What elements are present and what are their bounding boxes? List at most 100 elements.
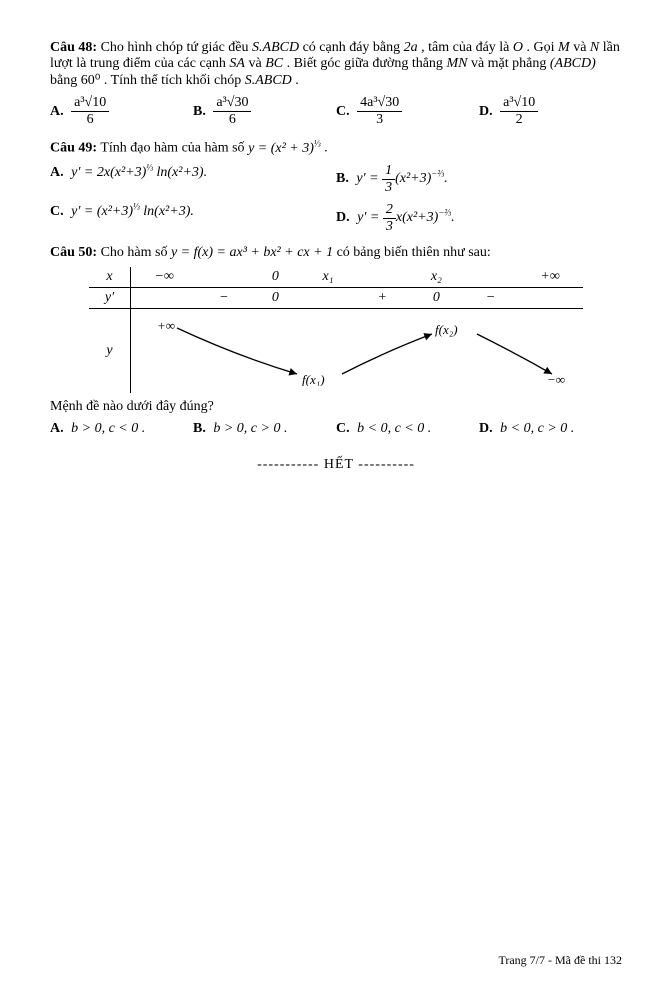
q50-mde: Mệnh đề nào dưới đây đúng? bbox=[50, 399, 622, 415]
q50-B: B. b > 0, c > 0 . bbox=[193, 421, 336, 437]
bbt-yp5: + bbox=[356, 287, 409, 308]
bbt-yp7: − bbox=[464, 287, 517, 308]
bbt-yp8 bbox=[517, 287, 583, 308]
q48-t4: . Gọi bbox=[527, 40, 559, 55]
page-footer: Trang 7/7 - Mã đề thi 132 bbox=[50, 953, 622, 968]
q50-formula: y = f(x) = ax³ + bx² + cx + 1 bbox=[171, 245, 333, 260]
q48-B: B. a³√30 6 bbox=[193, 95, 336, 128]
bbt-fx2: f(x₂) bbox=[435, 322, 458, 337]
q50-D-label: D. bbox=[479, 421, 493, 436]
bbt-x8: +∞ bbox=[517, 267, 583, 288]
q50-B-label: B. bbox=[193, 421, 206, 436]
q48-SA: SA bbox=[229, 56, 245, 71]
q48-A-label: A. bbox=[50, 104, 64, 119]
q50-D-txt: b < 0, c > 0 . bbox=[500, 421, 574, 436]
q48-t10: bằng bbox=[50, 73, 81, 88]
q48-ABCD: (ABCD) bbox=[550, 56, 596, 71]
q48-angle: 60⁰ bbox=[81, 73, 101, 88]
q48-M: M bbox=[558, 40, 570, 55]
q48-A-num: a³√10 bbox=[71, 95, 109, 112]
q48-t7: và bbox=[248, 56, 265, 71]
bbt-ybr: −∞ bbox=[547, 372, 565, 386]
bbt-ylab: y bbox=[89, 308, 131, 393]
q48-O: O bbox=[513, 40, 523, 55]
q48-C-frac: 4a³√30 3 bbox=[357, 95, 402, 128]
q50-t2: có bảng biến thiên như sau: bbox=[337, 245, 491, 260]
q49-D-label: D. bbox=[336, 210, 350, 225]
bbt-yprow: y′ − 0 + 0 − bbox=[89, 287, 583, 308]
q48-A-frac: a³√10 6 bbox=[71, 95, 109, 128]
q49-A: A. y′ = 2x(x²+3)⅓ ln(x²+3). bbox=[50, 163, 336, 196]
q49-t1: Tính đạo hàm của hàm số bbox=[100, 141, 248, 156]
bbt-x7 bbox=[464, 267, 517, 288]
q48-t11: . Tính thể tích khối chóp bbox=[104, 73, 245, 88]
q48-2a: 2a bbox=[404, 40, 418, 55]
q49-B-expr: y′ = 13(x²+3)−⅔. bbox=[356, 171, 447, 186]
q48-C: C. 4a³√30 3 bbox=[336, 95, 479, 128]
variation-table: x −∞ 0 x₁ x₂ +∞ y′ − 0 + 0 − y bbox=[89, 267, 583, 393]
q48-sabcd2: S.ABCD bbox=[245, 73, 292, 88]
bbt-xrow: x −∞ 0 x₁ x₂ +∞ bbox=[89, 267, 583, 288]
q48-C-num: 4a³√30 bbox=[357, 95, 402, 112]
question-50: Câu 50: Cho hàm số y = f(x) = ax³ + bx² … bbox=[50, 245, 622, 437]
bbt-yp2: − bbox=[197, 287, 250, 308]
arrow-down-2 bbox=[477, 334, 552, 374]
q50-t1: Cho hàm số bbox=[101, 245, 171, 260]
bbt-x1: −∞ bbox=[131, 267, 198, 288]
bbt-fx1: f(x₁) bbox=[302, 372, 325, 386]
q48-C-label: C. bbox=[336, 104, 350, 119]
bbt-yp6: 0 bbox=[409, 287, 464, 308]
q48-A-den: 6 bbox=[71, 112, 109, 128]
q50-C-txt: b < 0, c < 0 . bbox=[357, 421, 431, 436]
q50-A-txt: b > 0, c < 0 . bbox=[71, 421, 145, 436]
q48-D-frac: a³√10 2 bbox=[500, 95, 538, 128]
variation-arrows: +∞ f(x₁) f(x₂) −∞ bbox=[147, 316, 567, 386]
q48-MN: MN bbox=[446, 56, 467, 71]
q50-A-label: A. bbox=[50, 421, 64, 436]
q49-dot: . bbox=[324, 141, 328, 156]
bbt-yp1 bbox=[131, 287, 198, 308]
q48-t5: và bbox=[573, 40, 590, 55]
bbt-ytl: +∞ bbox=[157, 318, 175, 333]
q48-B-den: 6 bbox=[213, 112, 251, 128]
q49-B: B. y′ = 13(x²+3)−⅔. bbox=[336, 163, 622, 196]
q50-C-label: C. bbox=[336, 421, 350, 436]
q49-answers: A. y′ = 2x(x²+3)⅓ ln(x²+3). B. y′ = 13(x… bbox=[50, 163, 622, 235]
bbt-x: x bbox=[89, 267, 131, 288]
q48-D-label: D. bbox=[479, 104, 493, 119]
bbt-yp: y′ bbox=[89, 287, 131, 308]
bbt-yp3: 0 bbox=[250, 287, 300, 308]
q48-t1: Cho hình chóp tứ giác đều bbox=[101, 40, 252, 55]
bbt-x4: x₁ bbox=[300, 267, 355, 288]
q49-label: Câu 49: bbox=[50, 141, 97, 156]
q49-C-expr: y′ = (x²+3)⅓ ln(x²+3). bbox=[71, 204, 194, 219]
bbt-x6: x₂ bbox=[409, 267, 464, 288]
q50-A: A. b > 0, c < 0 . bbox=[50, 421, 193, 437]
q48-t2: có cạnh đáy bằng bbox=[303, 40, 404, 55]
question-48: Câu 48: Cho hình chóp tứ giác đều S.ABCD… bbox=[50, 40, 622, 128]
q49-formula: y = (x² + 3)⅓ bbox=[248, 141, 321, 156]
q48-label: Câu 48: bbox=[50, 40, 97, 55]
q49-D-expr: y′ = 23x(x²+3)−⅔. bbox=[357, 210, 454, 225]
q48-t3: , tâm của đáy là bbox=[421, 40, 513, 55]
bbt-x2 bbox=[197, 267, 250, 288]
q49-C: C. y′ = (x²+3)⅓ ln(x²+3). bbox=[50, 202, 336, 235]
q48-B-label: B. bbox=[193, 104, 206, 119]
q50-B-txt: b > 0, c > 0 . bbox=[213, 421, 287, 436]
question-49: Câu 49: Tính đạo hàm của hàm số y = (x² … bbox=[50, 138, 622, 235]
q48-sabcd: S.ABCD bbox=[252, 40, 299, 55]
q48-B-frac: a³√30 6 bbox=[213, 95, 251, 128]
bbt-ychart: +∞ f(x₁) f(x₂) −∞ bbox=[131, 308, 584, 393]
bbt-yrow: y +∞ f(x₁) f(x₂) −∞ bbox=[89, 308, 583, 393]
end-marker: ----------- HẾT ---------- bbox=[50, 457, 622, 473]
q50-D: D. b < 0, c > 0 . bbox=[479, 421, 622, 437]
q48-BC: BC bbox=[265, 56, 283, 71]
q48-t9: và mặt phẳng bbox=[471, 56, 550, 71]
q48-N: N bbox=[590, 40, 599, 55]
bbt-yp4 bbox=[300, 287, 355, 308]
q48-answers: A. a³√10 6 B. a³√30 6 C. 4a³√30 3 D. a³√… bbox=[50, 95, 622, 128]
bbt-x5 bbox=[356, 267, 409, 288]
q48-dot: . bbox=[295, 73, 299, 88]
q50-answers: A. b > 0, c < 0 . B. b > 0, c > 0 . C. b… bbox=[50, 421, 622, 437]
q49-A-expr: y′ = 2x(x²+3)⅓ ln(x²+3). bbox=[71, 165, 207, 180]
